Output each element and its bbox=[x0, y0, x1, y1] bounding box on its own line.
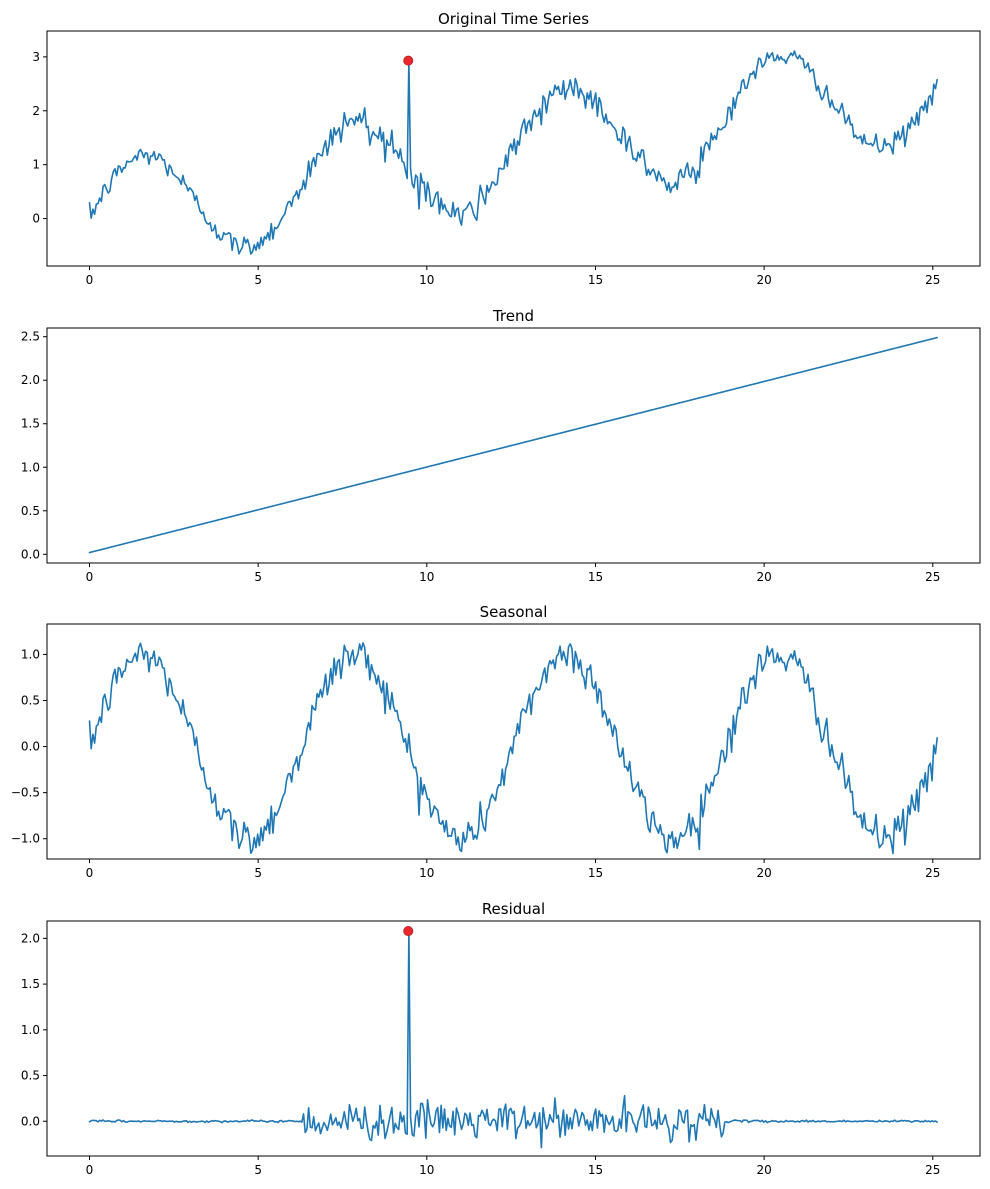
residual-anomaly-point bbox=[403, 926, 414, 937]
original-xtick-label: 25 bbox=[925, 273, 940, 287]
trend-ytick-label: 1.0 bbox=[21, 460, 40, 474]
trend-title: Trend bbox=[492, 307, 534, 325]
original-series-line bbox=[88, 50, 938, 255]
original-chart: Original Time Series 0 5 10 15 20 25 0 1 2 3 bbox=[32, 10, 981, 287]
seasonal-ytick-label: 0.0 bbox=[21, 740, 40, 754]
trend-xtick-label: 15 bbox=[588, 570, 603, 584]
trend-ytick-label: 0.0 bbox=[21, 547, 40, 561]
residual-ytick-label: 2.0 bbox=[21, 931, 40, 945]
trend-xtick-label: 25 bbox=[925, 570, 940, 584]
seasonal-xtick-label: 15 bbox=[588, 866, 603, 880]
original-anomaly-point bbox=[403, 55, 414, 66]
trend-xtick-label: 5 bbox=[254, 570, 262, 584]
trend-xtick-label: 20 bbox=[756, 570, 771, 584]
seasonal-ytick-label: 1.0 bbox=[21, 647, 40, 661]
residual-axes-frame bbox=[46, 920, 981, 1157]
residual-series-line bbox=[88, 930, 938, 1149]
residual-xtick-label: 15 bbox=[588, 1163, 603, 1177]
residual-chart: Residual 0 5 10 15 20 25 0.0 0.5 1.0 1.5 2.0 bbox=[21, 900, 981, 1177]
trend-ytick-label: 2.5 bbox=[21, 330, 40, 344]
original-axes-frame bbox=[46, 30, 981, 267]
residual-xtick-label: 5 bbox=[254, 1163, 262, 1177]
residual-xtick-label: 20 bbox=[756, 1163, 771, 1177]
original-ytick-label: 3 bbox=[32, 50, 40, 64]
trend-series-line bbox=[88, 336, 938, 554]
original-xtick-label: 0 bbox=[86, 273, 94, 287]
original-ytick-label: 2 bbox=[32, 104, 40, 118]
trend-ytick-label: 1.5 bbox=[21, 417, 40, 431]
trend-xtick-label: 10 bbox=[419, 570, 434, 584]
seasonal-xtick-label: 5 bbox=[254, 866, 262, 880]
residual-ytick-label: 0.5 bbox=[21, 1069, 40, 1083]
residual-ytick-label: 1.0 bbox=[21, 1023, 40, 1037]
original-ytick-label: 0 bbox=[32, 212, 40, 226]
trend-axes-frame bbox=[46, 327, 981, 564]
trend-ytick-label: 2.0 bbox=[21, 373, 40, 387]
trend-xtick-label: 0 bbox=[86, 570, 94, 584]
residual-ytick-label: 1.5 bbox=[21, 977, 40, 991]
seasonal-ytick-label: −0.5 bbox=[11, 786, 40, 800]
seasonal-title: Seasonal bbox=[480, 603, 548, 621]
seasonal-ytick-label: 0.5 bbox=[21, 693, 40, 707]
original-xtick-label: 10 bbox=[419, 273, 434, 287]
original-ytick-label: 1 bbox=[32, 158, 40, 172]
trend-chart: Trend 0 5 10 15 20 25 0.0 0.5 1.0 1.5 2.0 2.5 bbox=[21, 307, 981, 584]
seasonal-ytick-label: −1.0 bbox=[11, 832, 40, 846]
seasonal-xtick-label: 10 bbox=[419, 866, 434, 880]
seasonal-xtick-label: 25 bbox=[925, 866, 940, 880]
seasonal-chart: Seasonal 0 5 10 15 20 25 −1.0 −0.5 0.0 0.5 1.0 bbox=[11, 603, 981, 880]
trend-ytick-label: 0.5 bbox=[21, 504, 40, 518]
original-title: Original Time Series bbox=[438, 10, 589, 28]
original-xtick-label: 15 bbox=[588, 273, 603, 287]
seasonal-axes-frame bbox=[46, 623, 981, 860]
seasonal-xtick-label: 0 bbox=[86, 866, 94, 880]
original-xtick-label: 5 bbox=[254, 273, 262, 287]
residual-ytick-label: 0.0 bbox=[21, 1114, 40, 1128]
seasonal-xtick-label: 20 bbox=[756, 866, 771, 880]
original-xtick-label: 20 bbox=[756, 273, 771, 287]
residual-xtick-label: 25 bbox=[925, 1163, 940, 1177]
residual-xtick-label: 10 bbox=[419, 1163, 434, 1177]
seasonal-series-line bbox=[88, 642, 938, 855]
residual-title: Residual bbox=[482, 900, 545, 918]
residual-xtick-label: 0 bbox=[86, 1163, 94, 1177]
